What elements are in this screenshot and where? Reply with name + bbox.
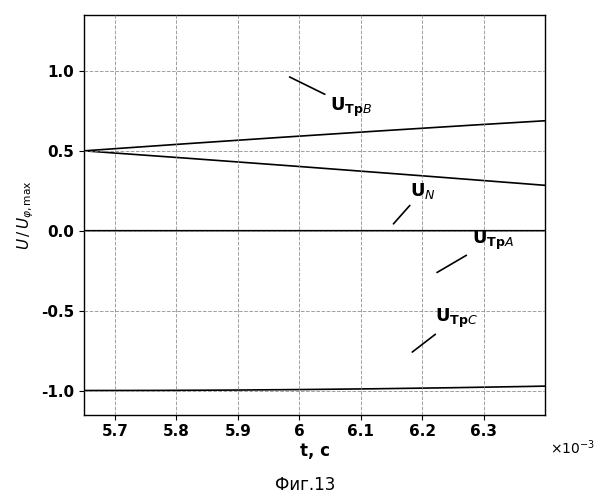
Text: $\times 10^{-3}$: $\times 10^{-3}$ <box>550 438 595 457</box>
Text: Фиг.13: Фиг.13 <box>275 476 335 494</box>
Text: $\mathbf{U}_{\mathbf{Тр}A}$: $\mathbf{U}_{\mathbf{Тр}A}$ <box>437 228 514 272</box>
X-axis label: t, с: t, с <box>300 442 330 460</box>
Text: $\mathbf{U}_{\mathbf{Тр}C}$: $\mathbf{U}_{\mathbf{Тр}C}$ <box>412 306 478 352</box>
Text: $\mathbf{U}_{\mathbf{Тр}B}$: $\mathbf{U}_{\mathbf{Тр}B}$ <box>290 77 372 119</box>
Y-axis label: $U\,/\,U_{\varphi,\max}$: $U\,/\,U_{\varphi,\max}$ <box>15 180 35 250</box>
Text: $\mathbf{U}_{N}$: $\mathbf{U}_{N}$ <box>393 180 436 224</box>
